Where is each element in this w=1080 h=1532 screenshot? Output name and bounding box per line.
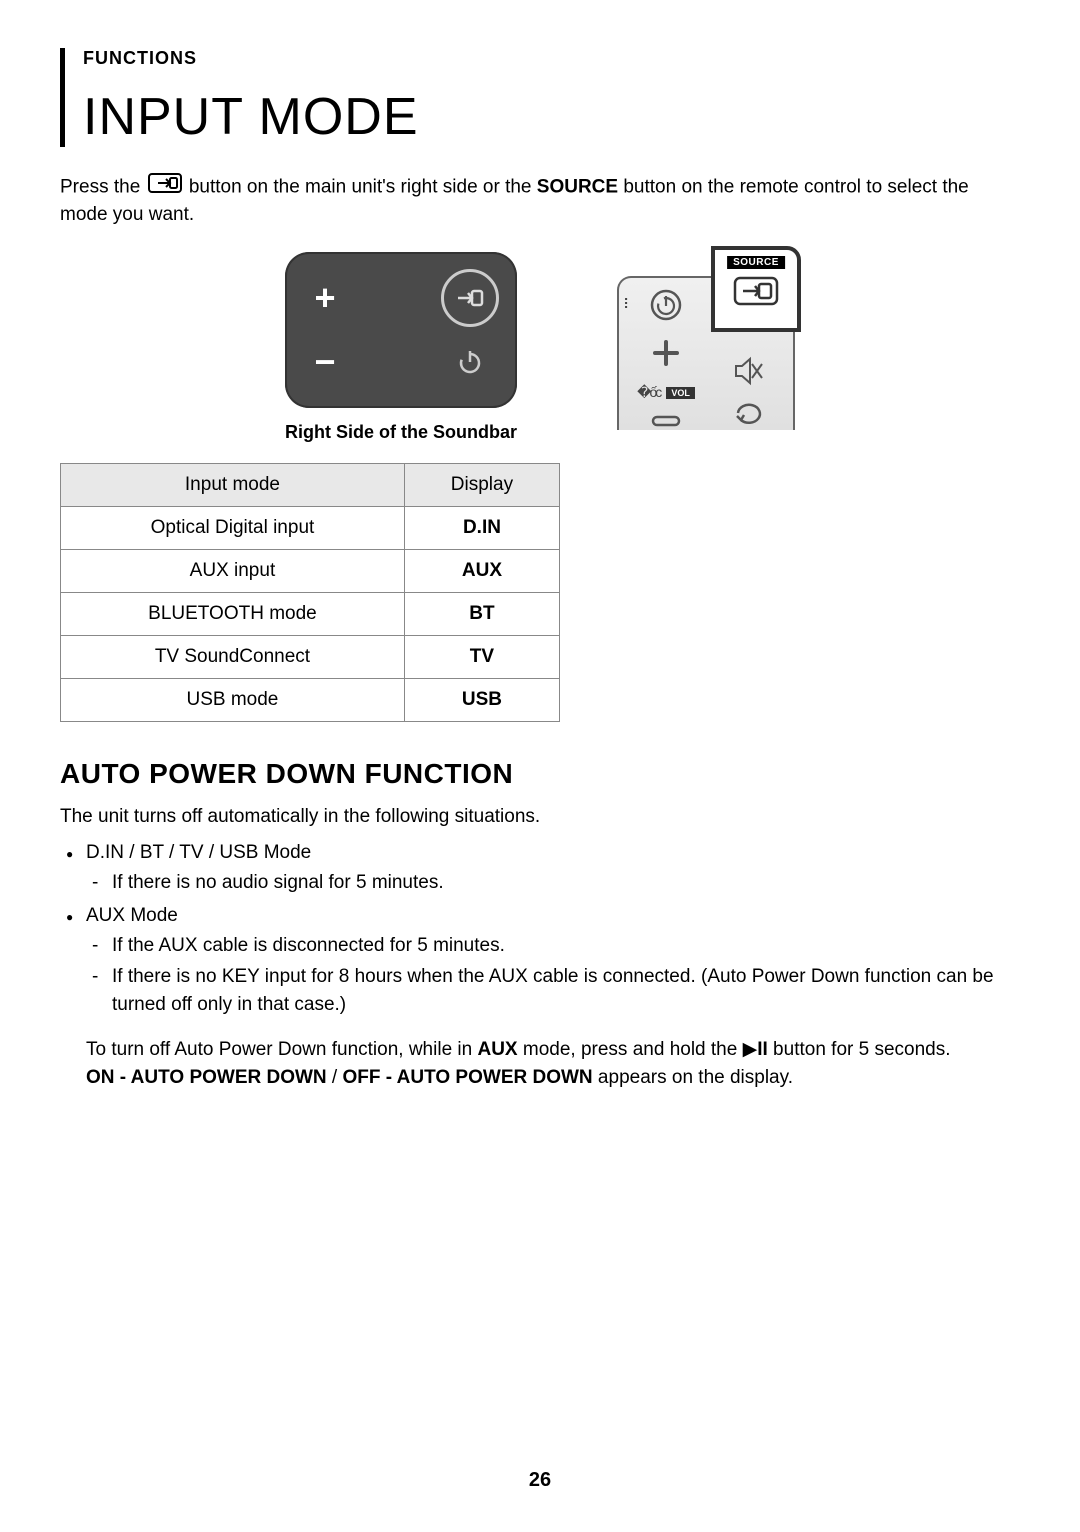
play-pause-icon: ▶II — [743, 1039, 768, 1060]
remote-source-highlight: SOURCE — [711, 246, 801, 332]
remote-vol-label: VOL — [666, 387, 695, 399]
intro-paragraph: Press the button on the main unit's righ… — [60, 173, 1020, 228]
page-title: INPUT MODE — [83, 87, 1020, 147]
remote-volume-up-icon — [649, 336, 683, 370]
table-row: AUX inputAUX — [61, 550, 560, 593]
table-row: USB modeUSB — [61, 679, 560, 722]
intro-text-1: Press the — [60, 176, 146, 197]
input-mode-table: Input mode Display Optical Digital input… — [60, 463, 560, 722]
intro-text-2: button on the main unit's right side or … — [189, 176, 537, 197]
table-row: Optical Digital inputD.IN — [61, 507, 560, 550]
volume-down-icon: − — [303, 344, 347, 380]
remote-source-icon — [733, 276, 779, 311]
list-item: AUX Mode If the AUX cable is disconnecte… — [60, 902, 1020, 1020]
remote-diagram: SOURCE ⠇ �ốc — [617, 252, 795, 430]
list-item: D.IN / BT / TV / USB Mode If there is no… — [60, 839, 1020, 898]
table-header-mode: Input mode — [61, 464, 405, 507]
table-row: BLUETOOTH modeBT — [61, 593, 560, 636]
section-label: FUNCTIONS — [83, 48, 1020, 69]
intro-source-bold: SOURCE — [537, 176, 618, 197]
remote-repeat-icon — [732, 400, 766, 426]
note-block: To turn off Auto Power Down function, wh… — [60, 1036, 1020, 1093]
remote-source-label: SOURCE — [727, 256, 785, 269]
table-header-display: Display — [404, 464, 559, 507]
list-item: If the AUX cable is disconnected for 5 m… — [86, 932, 1020, 961]
remote-power-icon — [649, 288, 683, 322]
bullet-title: D.IN / BT / TV / USB Mode — [86, 842, 311, 863]
source-button-icon — [441, 269, 499, 327]
remote-mute-icon — [732, 356, 766, 386]
page-number: 26 — [529, 1469, 551, 1492]
braille-dots-icon: ⠇ — [623, 296, 631, 313]
auto-power-heading: AUTO POWER DOWN FUNCTION — [60, 758, 1020, 790]
power-icon — [441, 348, 499, 376]
auto-intro-text: The unit turns off automatically in the … — [60, 804, 1020, 831]
bullet-title: AUX Mode — [86, 905, 178, 926]
source-icon — [148, 173, 182, 202]
braille-dots-icon: �ốc — [637, 384, 660, 401]
list-item: If there is no KEY input for 8 hours whe… — [86, 963, 1020, 1020]
soundbar-diagram: + − Right Side of the Soundbar — [285, 252, 517, 443]
soundbar-caption: Right Side of the Soundbar — [285, 422, 517, 443]
volume-up-icon: + — [303, 280, 347, 316]
remote-volume-down-icon — [649, 415, 683, 427]
list-item: If there is no audio signal for 5 minute… — [86, 869, 1020, 898]
table-row: TV SoundConnectTV — [61, 636, 560, 679]
